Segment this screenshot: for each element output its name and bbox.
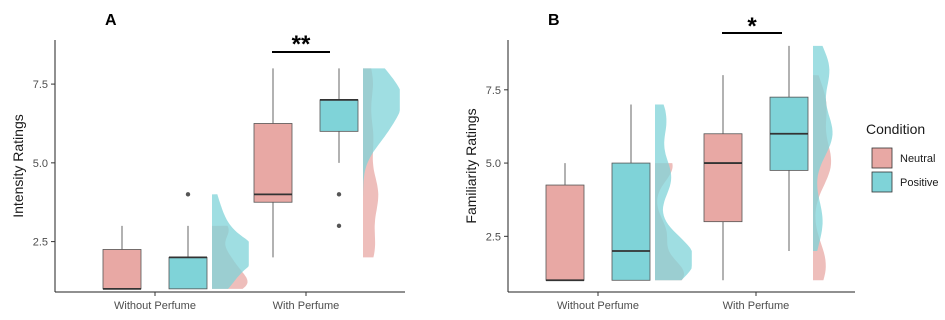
y-axis-label: Familiarity Ratings xyxy=(463,108,479,223)
y-axis-label: Intensity Ratings xyxy=(10,114,26,218)
density-positive-0 xyxy=(212,194,249,289)
density-positive-1 xyxy=(813,45,833,251)
box-neutral-0 xyxy=(545,184,585,281)
box-neutral-0 xyxy=(102,249,142,290)
panel-letter: A xyxy=(105,12,117,29)
x-tick-label: Without Perfume xyxy=(557,300,639,312)
legend-title: Condition xyxy=(866,121,925,137)
panel-letter: B xyxy=(548,12,560,29)
x-tick-label: With Perfume xyxy=(723,300,790,312)
legend-label-neutral: Neutral xyxy=(900,153,935,165)
density-positive-1 xyxy=(363,68,400,226)
outlier-positive-1 xyxy=(336,223,342,229)
significance-label: * xyxy=(747,13,757,40)
significance-label: ** xyxy=(292,31,311,58)
box-positive-0 xyxy=(611,162,651,281)
box-neutral-1 xyxy=(253,123,293,203)
y-tick-label: 5.0 xyxy=(33,158,48,170)
y-tick-label: 2.5 xyxy=(33,237,48,249)
outlier-positive-1 xyxy=(336,192,342,197)
legend-swatch-positive xyxy=(871,171,893,193)
legend-swatch-neutral xyxy=(871,147,893,169)
box-positive-0 xyxy=(168,256,208,290)
legend-label-positive: Positive xyxy=(900,177,939,189)
x-tick-label: Without Perfume xyxy=(114,300,196,312)
y-tick-label: 7.5 xyxy=(33,79,48,91)
y-tick-label: 2.5 xyxy=(486,231,501,243)
outlier-positive-0 xyxy=(185,192,191,197)
panel-a: A Intensity Ratings 2.5 5.0 7.5 Without Perfu… xyxy=(10,12,405,312)
legend: Condition Neutral Positive xyxy=(866,121,939,193)
box-neutral-1 xyxy=(703,133,743,223)
x-tick-label: With Perfume xyxy=(273,300,340,312)
panel-b: B Familiarity Ratings 2.5 5.0 7.5 Without Per… xyxy=(463,12,855,312)
box-positive-1 xyxy=(319,99,359,132)
density-positive-0 xyxy=(655,104,692,281)
y-tick-label: 7.5 xyxy=(486,85,501,97)
y-tick-label: 5.0 xyxy=(486,158,501,170)
